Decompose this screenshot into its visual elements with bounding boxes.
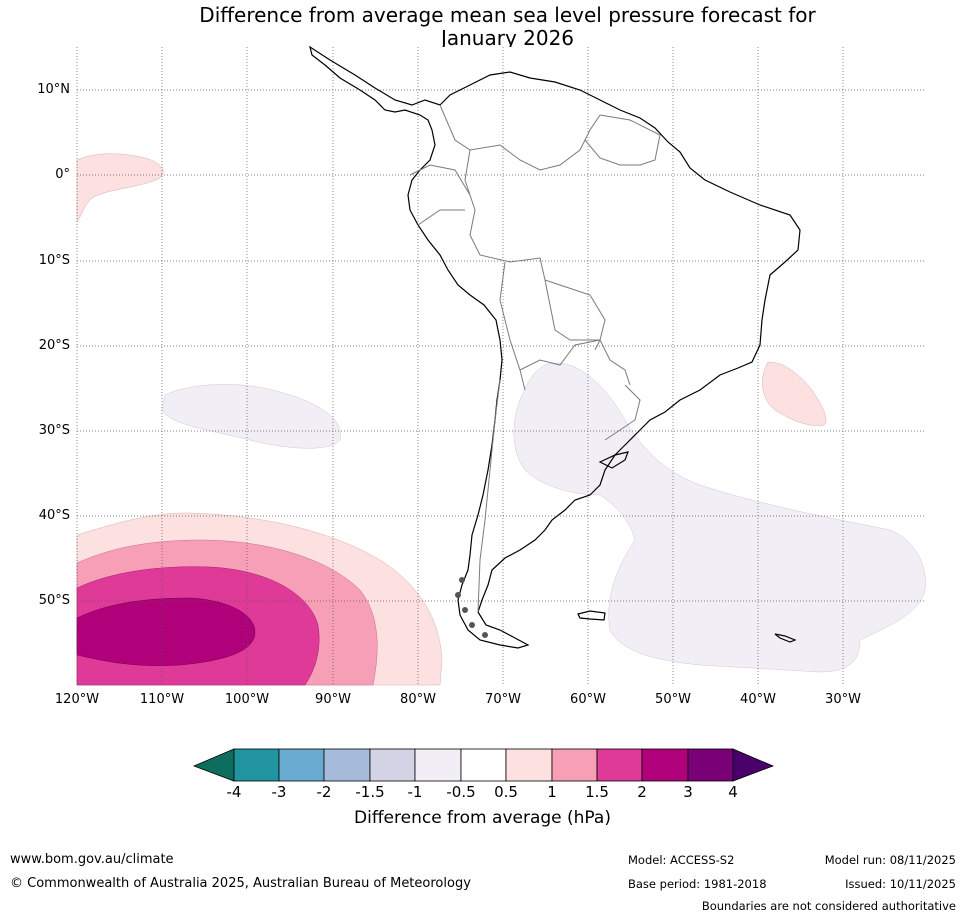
colorbar-tick-label: -3 bbox=[271, 783, 287, 801]
copyright-text: © Commonwealth of Australia 2025, Austra… bbox=[10, 876, 471, 891]
colorbar-extend-high bbox=[732, 748, 775, 782]
lat-label-10n: 10°N bbox=[37, 82, 70, 97]
lon-label-110w: 110°W bbox=[139, 692, 185, 707]
lat-label-0: 0° bbox=[55, 167, 70, 182]
colorbar-tick-label: -1 bbox=[407, 783, 423, 801]
colorbar-cell bbox=[460, 748, 507, 782]
lat-label-30s: 30°S bbox=[38, 423, 70, 438]
lat-label-50s: 50°S bbox=[38, 593, 70, 608]
website-link[interactable]: www.bom.gov.au/climate bbox=[10, 852, 174, 867]
chilean-archipelago bbox=[455, 577, 488, 638]
coastlines bbox=[309, 45, 801, 649]
lon-label-100w: 100°W bbox=[224, 692, 270, 707]
graticule bbox=[76, 47, 926, 685]
rio-de-la-plata bbox=[598, 451, 629, 469]
colorbar-tick-label: -1.5 bbox=[355, 783, 385, 801]
colorbar-cell bbox=[369, 748, 416, 782]
model-run-text: Model run: 08/11/2025 bbox=[824, 853, 956, 867]
issued-text: Issued: 10/11/2025 bbox=[845, 877, 956, 891]
colorbar-tick-label: -0.5 bbox=[446, 783, 476, 801]
anomaly-region-0.5-1-north bbox=[76, 153, 164, 223]
colorbar-cell bbox=[233, 748, 280, 782]
anomaly-region-0.5-1-atlantic bbox=[762, 361, 827, 426]
colorbar-cell bbox=[505, 748, 553, 782]
colorbar-tick-label: 1 bbox=[547, 783, 557, 801]
disclaimer-text: Boundaries are not considered authoritat… bbox=[701, 899, 956, 913]
lon-label-60w: 60°W bbox=[570, 692, 606, 707]
colorbar-cell bbox=[687, 748, 734, 782]
colorbar-cell bbox=[641, 748, 689, 782]
colorbar-cell bbox=[323, 748, 371, 782]
lon-label-30w: 30°W bbox=[825, 692, 861, 707]
map-title-line2: January 2026 bbox=[440, 26, 575, 50]
colorbar-tick-label: 1.5 bbox=[585, 783, 609, 801]
country-borders bbox=[409, 104, 661, 613]
lon-label-70w: 70°W bbox=[485, 692, 521, 707]
colorbar-cell bbox=[551, 748, 598, 782]
colorbar-tick-label: 2 bbox=[637, 783, 647, 801]
south-america-coast bbox=[309, 45, 801, 649]
colorbar-tick-label: 0.5 bbox=[494, 783, 518, 801]
model-text: Model: ACCESS-S2 bbox=[628, 853, 735, 867]
lat-label-10s: 10°S bbox=[38, 253, 70, 268]
anomaly-region-neg-0.5-pacific bbox=[161, 384, 341, 449]
lon-label-90w: 90°W bbox=[315, 692, 351, 707]
south-georgia bbox=[774, 633, 797, 643]
lon-label-120w: 120°W bbox=[54, 692, 100, 707]
colorbar-extend-low bbox=[192, 748, 235, 782]
lon-label-40w: 40°W bbox=[740, 692, 776, 707]
colorbar-tick-label: 3 bbox=[683, 783, 693, 801]
base-period-text: Base period: 1981-2018 bbox=[628, 877, 767, 891]
colorbar-cell bbox=[414, 748, 462, 782]
colorbar-cell bbox=[596, 748, 643, 782]
map-title: Difference from average mean sea level p… bbox=[0, 4, 965, 50]
colorbar-tick-label: -4 bbox=[226, 783, 242, 801]
map-title-line1: Difference from average mean sea level p… bbox=[199, 3, 816, 27]
anomaly-region-neg-0.5-atlantic bbox=[513, 362, 926, 673]
falkland-islands bbox=[577, 610, 606, 621]
lon-label-50w: 50°W bbox=[655, 692, 691, 707]
colorbar-title: Difference from average (hPa) bbox=[354, 808, 611, 828]
colorbar bbox=[192, 748, 775, 782]
colorbar-tick-label: 4 bbox=[728, 783, 738, 801]
lat-label-20s: 20°S bbox=[38, 338, 70, 353]
anomaly-region-2-3 bbox=[76, 597, 256, 666]
lat-label-40s: 40°S bbox=[38, 508, 70, 523]
lon-label-80w: 80°W bbox=[400, 692, 436, 707]
anomaly-contours bbox=[76, 153, 926, 686]
colorbar-tick-label: -2 bbox=[316, 783, 332, 801]
colorbar-cell bbox=[278, 748, 325, 782]
